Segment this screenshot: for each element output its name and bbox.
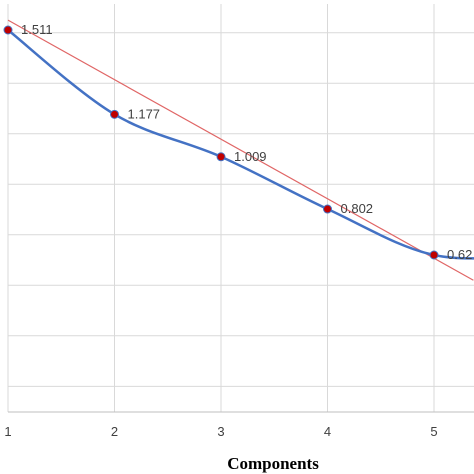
data-label: 0.802 bbox=[341, 201, 374, 216]
data-point bbox=[323, 204, 332, 214]
x-axis-title: Components bbox=[227, 454, 319, 473]
data-label: 1.177 bbox=[128, 106, 161, 121]
axes: 1 2 3 4 5 bbox=[4, 411, 474, 439]
data-label: 1.511 bbox=[21, 22, 53, 37]
x-tick-label: 4 bbox=[324, 424, 331, 439]
data-point bbox=[110, 109, 119, 119]
x-tick-label: 1 bbox=[4, 424, 11, 439]
data-point bbox=[3, 25, 13, 35]
x-tick-label: 5 bbox=[430, 424, 437, 439]
data-labels: 1.511 1.177 1.009 0.802 0.62 bbox=[21, 22, 472, 262]
trendline bbox=[7, 19, 474, 281]
grid bbox=[7, 4, 474, 412]
data-label: 1.009 bbox=[234, 149, 267, 164]
x-tick-label: 3 bbox=[217, 424, 224, 439]
data-point bbox=[429, 250, 439, 260]
series-line bbox=[7, 29, 474, 260]
trendline-line bbox=[7, 19, 474, 281]
data-label: 0.62 bbox=[447, 247, 472, 262]
data-point bbox=[216, 152, 226, 162]
series-layer bbox=[3, 25, 474, 260]
x-tick-label: 2 bbox=[111, 424, 118, 439]
